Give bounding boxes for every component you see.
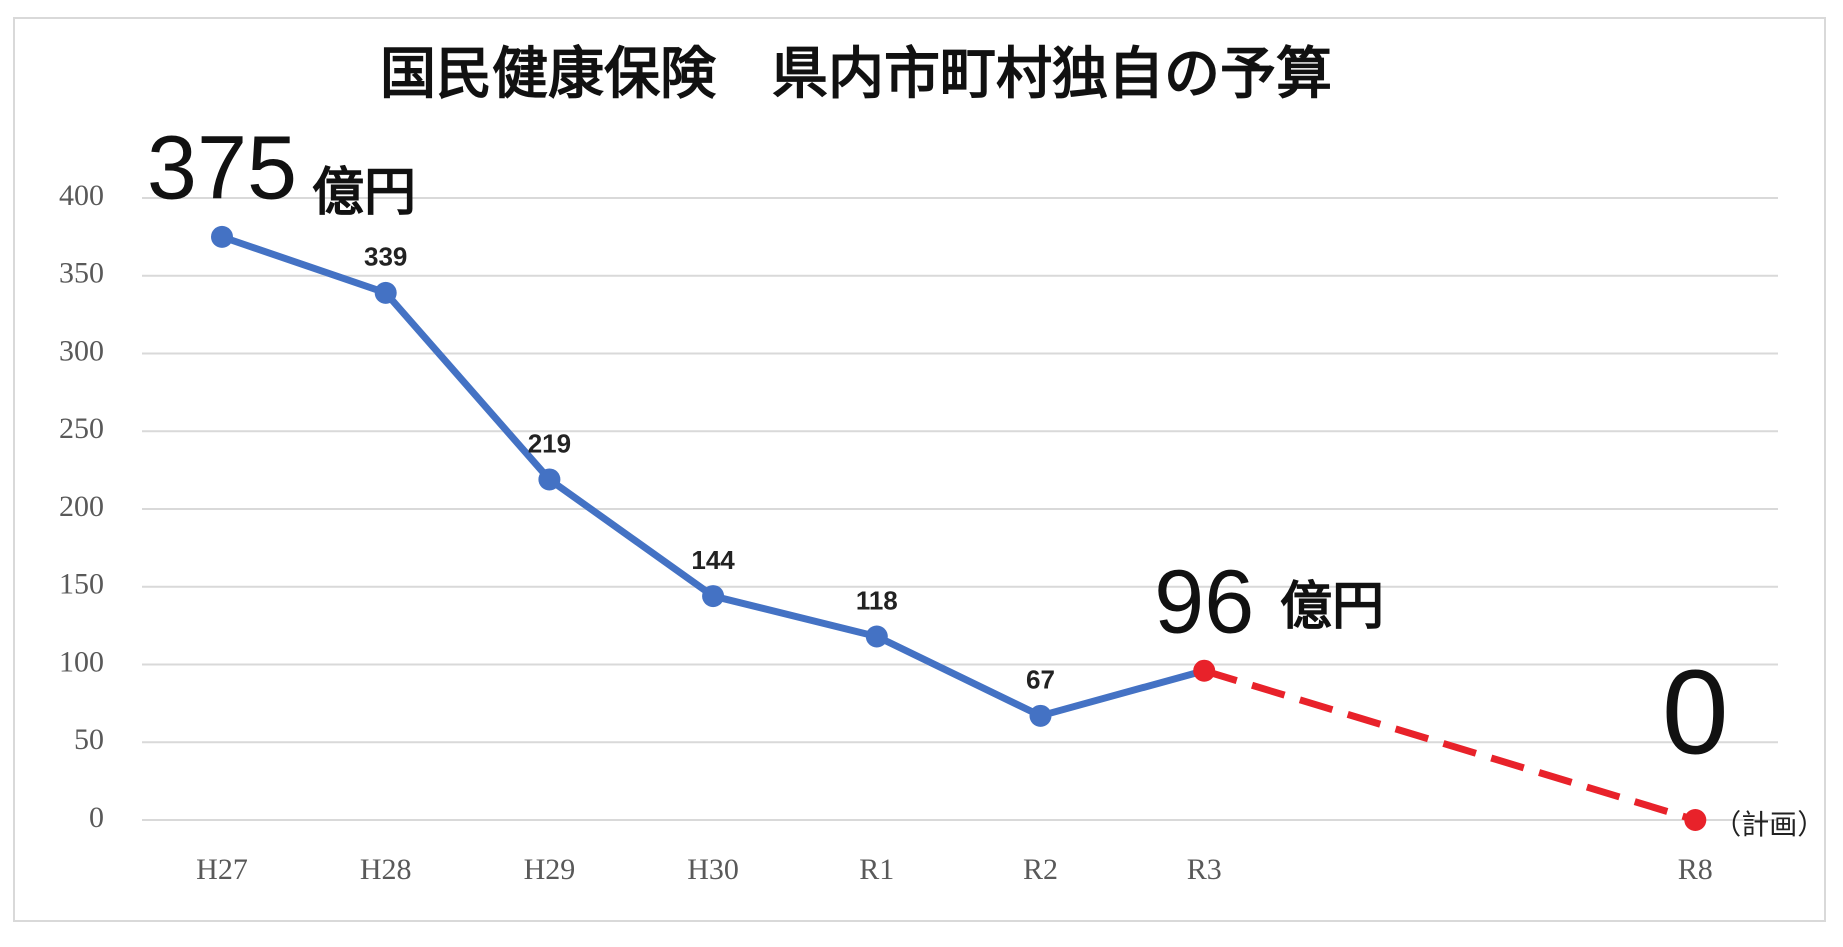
chart-border — [13, 17, 1826, 922]
series-line — [1203, 667, 1697, 824]
x-tick-label: H27 — [196, 853, 248, 886]
value-label-large: 96 — [1154, 553, 1254, 653]
x-tick-label: R3 — [1187, 853, 1222, 886]
point — [1193, 659, 1216, 682]
value-label-large: 375 — [147, 119, 297, 219]
annotation: （計画） — [1713, 808, 1825, 841]
point — [865, 625, 888, 648]
point — [1684, 809, 1707, 831]
point — [374, 281, 397, 304]
y-tick-label: 150 — [59, 568, 104, 601]
x-tick-label: H28 — [360, 853, 412, 886]
annotation: 億円 — [1280, 577, 1384, 637]
y-tick-label: 250 — [59, 412, 104, 445]
value-label: 118 — [856, 585, 898, 615]
point — [538, 468, 561, 491]
value-label: 67 — [1026, 665, 1055, 695]
y-tick-label: 400 — [59, 179, 104, 212]
value-label: 339 — [364, 242, 407, 272]
value-label: 219 — [528, 428, 571, 458]
y-tick-label: 50 — [74, 723, 104, 756]
y-tick-label: 0 — [89, 801, 104, 834]
point — [211, 225, 233, 248]
annotation: 億円 — [312, 163, 416, 223]
value-label-large: 0 — [1662, 646, 1729, 780]
x-tick-label: H29 — [524, 853, 576, 886]
x-tick-label: R1 — [859, 853, 894, 886]
point — [1029, 704, 1052, 727]
y-tick-label: 100 — [59, 645, 104, 678]
x-tick-label: R2 — [1023, 853, 1058, 886]
y-tick-label: 200 — [59, 490, 104, 523]
value-label: 144 — [691, 545, 735, 575]
chart-title: 国民健康保険 県内市町村独自の予算 — [380, 42, 1332, 107]
x-tick-label: R8 — [1678, 853, 1713, 886]
y-tick-label: 350 — [59, 257, 104, 290]
point — [702, 585, 725, 608]
y-tick-label: 300 — [59, 334, 104, 367]
x-tick-label: H30 — [687, 853, 739, 886]
